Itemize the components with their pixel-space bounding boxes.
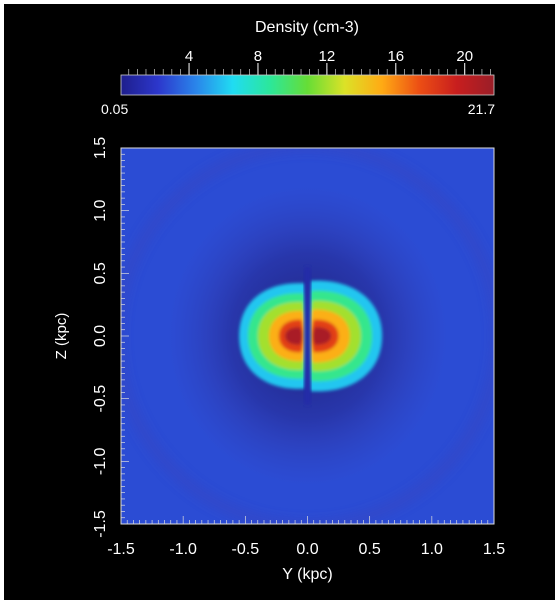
y-tick-label: -1.0 [92,447,109,475]
colorbar-major-ticks: 4 8 12 16 20 [185,48,473,75]
x-tick-label: -1.0 [169,541,197,558]
colorbar-tick-label: 20 [456,48,473,65]
density-map [121,148,494,524]
x-tick-label: -0.5 [232,541,260,558]
lobe-right [307,280,383,392]
x-axis-minor-ticks [120,516,495,524]
colorbar-min-label: 0.05 [101,101,128,117]
colorbar-max-label: 21.7 [468,101,495,117]
y-tick-label: 1.0 [92,199,109,221]
y-tick-label: -1.5 [92,510,109,538]
colorbar-tick-label: 12 [319,48,336,65]
colorbar [120,74,495,96]
colorbar-minor-ticks [128,69,491,75]
x-tick-label: 0.0 [296,541,318,558]
x-tick-label: 1.0 [421,541,443,558]
colorbar-tick-label: 8 [254,48,262,65]
lobe-left [239,283,308,389]
x-tick-label: 0.5 [359,541,381,558]
colorbar-title: Density (cm-3) [255,19,359,36]
y-tick-label: 1.5 [92,137,109,159]
density-lobes [239,280,383,392]
x-axis-tick-labels: -1.5 -1.0 -0.5 0.0 0.5 1.0 1.5 [107,541,505,558]
colorbar-tick-label: 4 [185,48,193,65]
density-figure: Density (cm-3) 4 8 12 16 20 0.05 21.7 -1.5 -1… [53,19,505,583]
y-axis-tick-labels: -1.5 -1.0 -0.5 0.0 0.5 1.0 1.5 [92,137,109,538]
x-tick-label: 1.5 [483,541,505,558]
colorbar-tick-label: 16 [387,48,404,65]
contour-left-21 [285,327,303,345]
y-axis-minor-ticks [121,147,129,525]
y-tick-label: -0.5 [92,385,109,413]
x-axis-label: Y (kpc) [282,566,332,583]
y-tick-label: 0.5 [92,262,109,284]
y-axis-label: Z (kpc) [53,313,70,360]
contour-right-21 [312,327,332,345]
y-tick-label: 0.0 [92,325,109,347]
figure-frame: Density (cm-3) 4 8 12 16 20 0.05 21.7 -1.5 -1… [4,4,555,600]
x-tick-label: -1.5 [107,541,135,558]
